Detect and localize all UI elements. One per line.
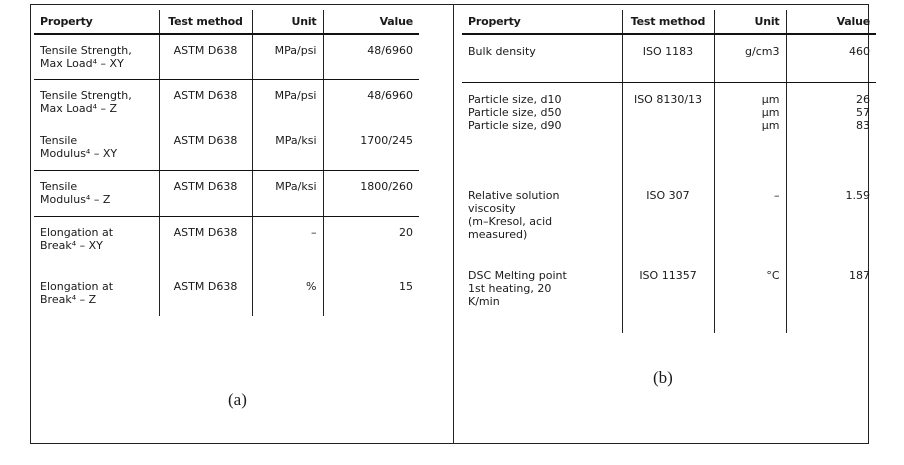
property-cell: Relative solution viscosity (m–Kresol, a…	[462, 179, 622, 259]
property-cell: Tensile Strength, Max Load⁴ – XY	[34, 34, 159, 80]
property-cell: Tensile Strength, Max Load⁴ – Z	[34, 80, 159, 126]
property-line: Break⁴ – XY	[40, 239, 103, 252]
table-row: Particle size, d10 Particle size, d50 Pa…	[462, 82, 876, 180]
method-cell: ASTM D638	[158, 216, 252, 271]
method-cell: ASTM D638	[158, 79, 252, 125]
unit-cell: %	[251, 271, 323, 316]
property-line: (m–Kresol, acid	[468, 215, 553, 228]
method-cell: ISO 11357	[621, 259, 714, 333]
unit-cell: g/cm3	[713, 34, 786, 83]
property-cell: Bulk density	[462, 34, 622, 83]
property-line: Particle size, d50	[468, 106, 562, 119]
property-line: Elongation at	[40, 280, 114, 293]
header-value: Value	[322, 10, 419, 35]
unit-cell: MPa/psi	[251, 34, 323, 80]
table-row: DSC Melting point 1st heating, 20 K/min …	[462, 259, 876, 333]
property-cell: Elongation at Break⁴ – Z	[34, 271, 159, 316]
table-row: Elongation at Break⁴ – XY ASTM D638 – 20	[34, 216, 419, 272]
value-cell: 187	[785, 259, 876, 333]
method-cell: ISO 1183	[621, 34, 714, 83]
property-line: Elongation at	[40, 226, 114, 239]
header-value: Value	[785, 10, 876, 35]
property-line: viscosity	[468, 202, 516, 215]
header-test-method: Test method	[621, 10, 714, 35]
property-line: Particle size, d90	[468, 119, 562, 132]
header-unit: Unit	[251, 10, 323, 35]
value-cell: 1700/245	[322, 125, 419, 171]
property-line: Break⁴ – Z	[40, 293, 97, 306]
value-cell: 15	[322, 271, 419, 316]
value-cell: 20	[322, 216, 419, 271]
property-cell: Tensile Modulus⁴ – Z	[34, 170, 159, 217]
value-line: 83	[856, 119, 870, 132]
header-row: Property Test method Unit Value	[462, 10, 876, 35]
property-line: measured)	[468, 228, 528, 241]
unit-line: µm	[761, 119, 780, 132]
header-row: Property Test method Unit Value	[34, 10, 419, 35]
property-line: Max Load⁴ – Z	[40, 102, 118, 115]
unit-cell: °C	[713, 259, 786, 333]
property-cell: Tensile Modulus⁴ – XY	[34, 125, 159, 171]
caption-a: (a)	[228, 390, 247, 409]
properties-table-b: Property Test method Unit Value Bulk den…	[462, 10, 876, 333]
value-cell: 48/6960	[322, 34, 419, 80]
header-unit: Unit	[713, 10, 786, 35]
property-line: Tensile Strength,	[40, 44, 132, 57]
property-line: Modulus⁴ – XY	[40, 147, 118, 160]
method-cell: ISO 8130/13	[621, 82, 714, 179]
caption-b: (b)	[653, 368, 673, 387]
property-line: Modulus⁴ – Z	[40, 193, 111, 206]
property-line: Tensile	[40, 180, 78, 193]
table-row: Tensile Modulus⁴ – XY ASTM D638 MPa/ksi 1…	[34, 125, 419, 171]
value-cell: 1.59	[785, 179, 876, 259]
unit-line: µm	[761, 106, 780, 119]
header-property: Property	[462, 10, 622, 35]
property-cell: Elongation at Break⁴ – XY	[34, 217, 159, 272]
property-line: DSC Melting point	[468, 269, 567, 282]
method-cell: ASTM D638	[158, 170, 252, 217]
property-line: Relative solution	[468, 189, 560, 202]
unit-cell: MPa/psi	[251, 79, 323, 125]
unit-cell: MPa/ksi	[251, 170, 323, 217]
value-cell: 48/6960	[322, 79, 419, 125]
method-cell: ISO 307	[621, 179, 714, 259]
value-cell: 460	[785, 34, 876, 83]
value-line: 26	[856, 93, 870, 106]
unit-cell: –	[251, 216, 323, 271]
property-line: Particle size, d10	[468, 93, 562, 106]
header-property: Property	[34, 10, 159, 35]
value-cell: 1800/260	[322, 170, 419, 217]
property-cell: Particle size, d10 Particle size, d50 Pa…	[462, 83, 622, 180]
unit-cell: MPa/ksi	[251, 125, 323, 171]
property-line: Max Load⁴ – XY	[40, 57, 124, 70]
unit-cell: –	[713, 179, 786, 259]
method-cell: ASTM D638	[158, 271, 252, 316]
property-cell: DSC Melting point 1st heating, 20 K/min	[462, 259, 622, 333]
property-line: Tensile Strength,	[40, 89, 132, 102]
unit-line: µm	[761, 93, 780, 106]
property-line: K/min	[468, 295, 500, 308]
table-row: Tensile Strength, Max Load⁴ – XY ASTM D63…	[34, 34, 419, 80]
property-line: 1st heating, 20	[468, 282, 552, 295]
value-cell: 26 57 83	[785, 82, 876, 179]
properties-table-a: Property Test method Unit Value Tensile …	[34, 10, 419, 316]
table-row: Elongation at Break⁴ – Z ASTM D638 % 15	[34, 271, 419, 316]
header-test-method: Test method	[158, 10, 252, 35]
property-line: Tensile	[40, 134, 78, 147]
method-cell: ASTM D638	[158, 34, 252, 80]
method-cell: ASTM D638	[158, 125, 252, 171]
table-row: Relative solution viscosity (m–Kresol, a…	[462, 179, 876, 259]
unit-cell: µm µm µm	[713, 82, 786, 179]
table-row: Tensile Strength, Max Load⁴ – Z ASTM D638…	[34, 79, 419, 126]
value-line: 57	[856, 106, 870, 119]
table-row: Bulk density ISO 1183 g/cm3 460	[462, 34, 876, 83]
table-row: Tensile Modulus⁴ – Z ASTM D638 MPa/ksi 18…	[34, 170, 419, 217]
panel-divider	[453, 4, 454, 444]
